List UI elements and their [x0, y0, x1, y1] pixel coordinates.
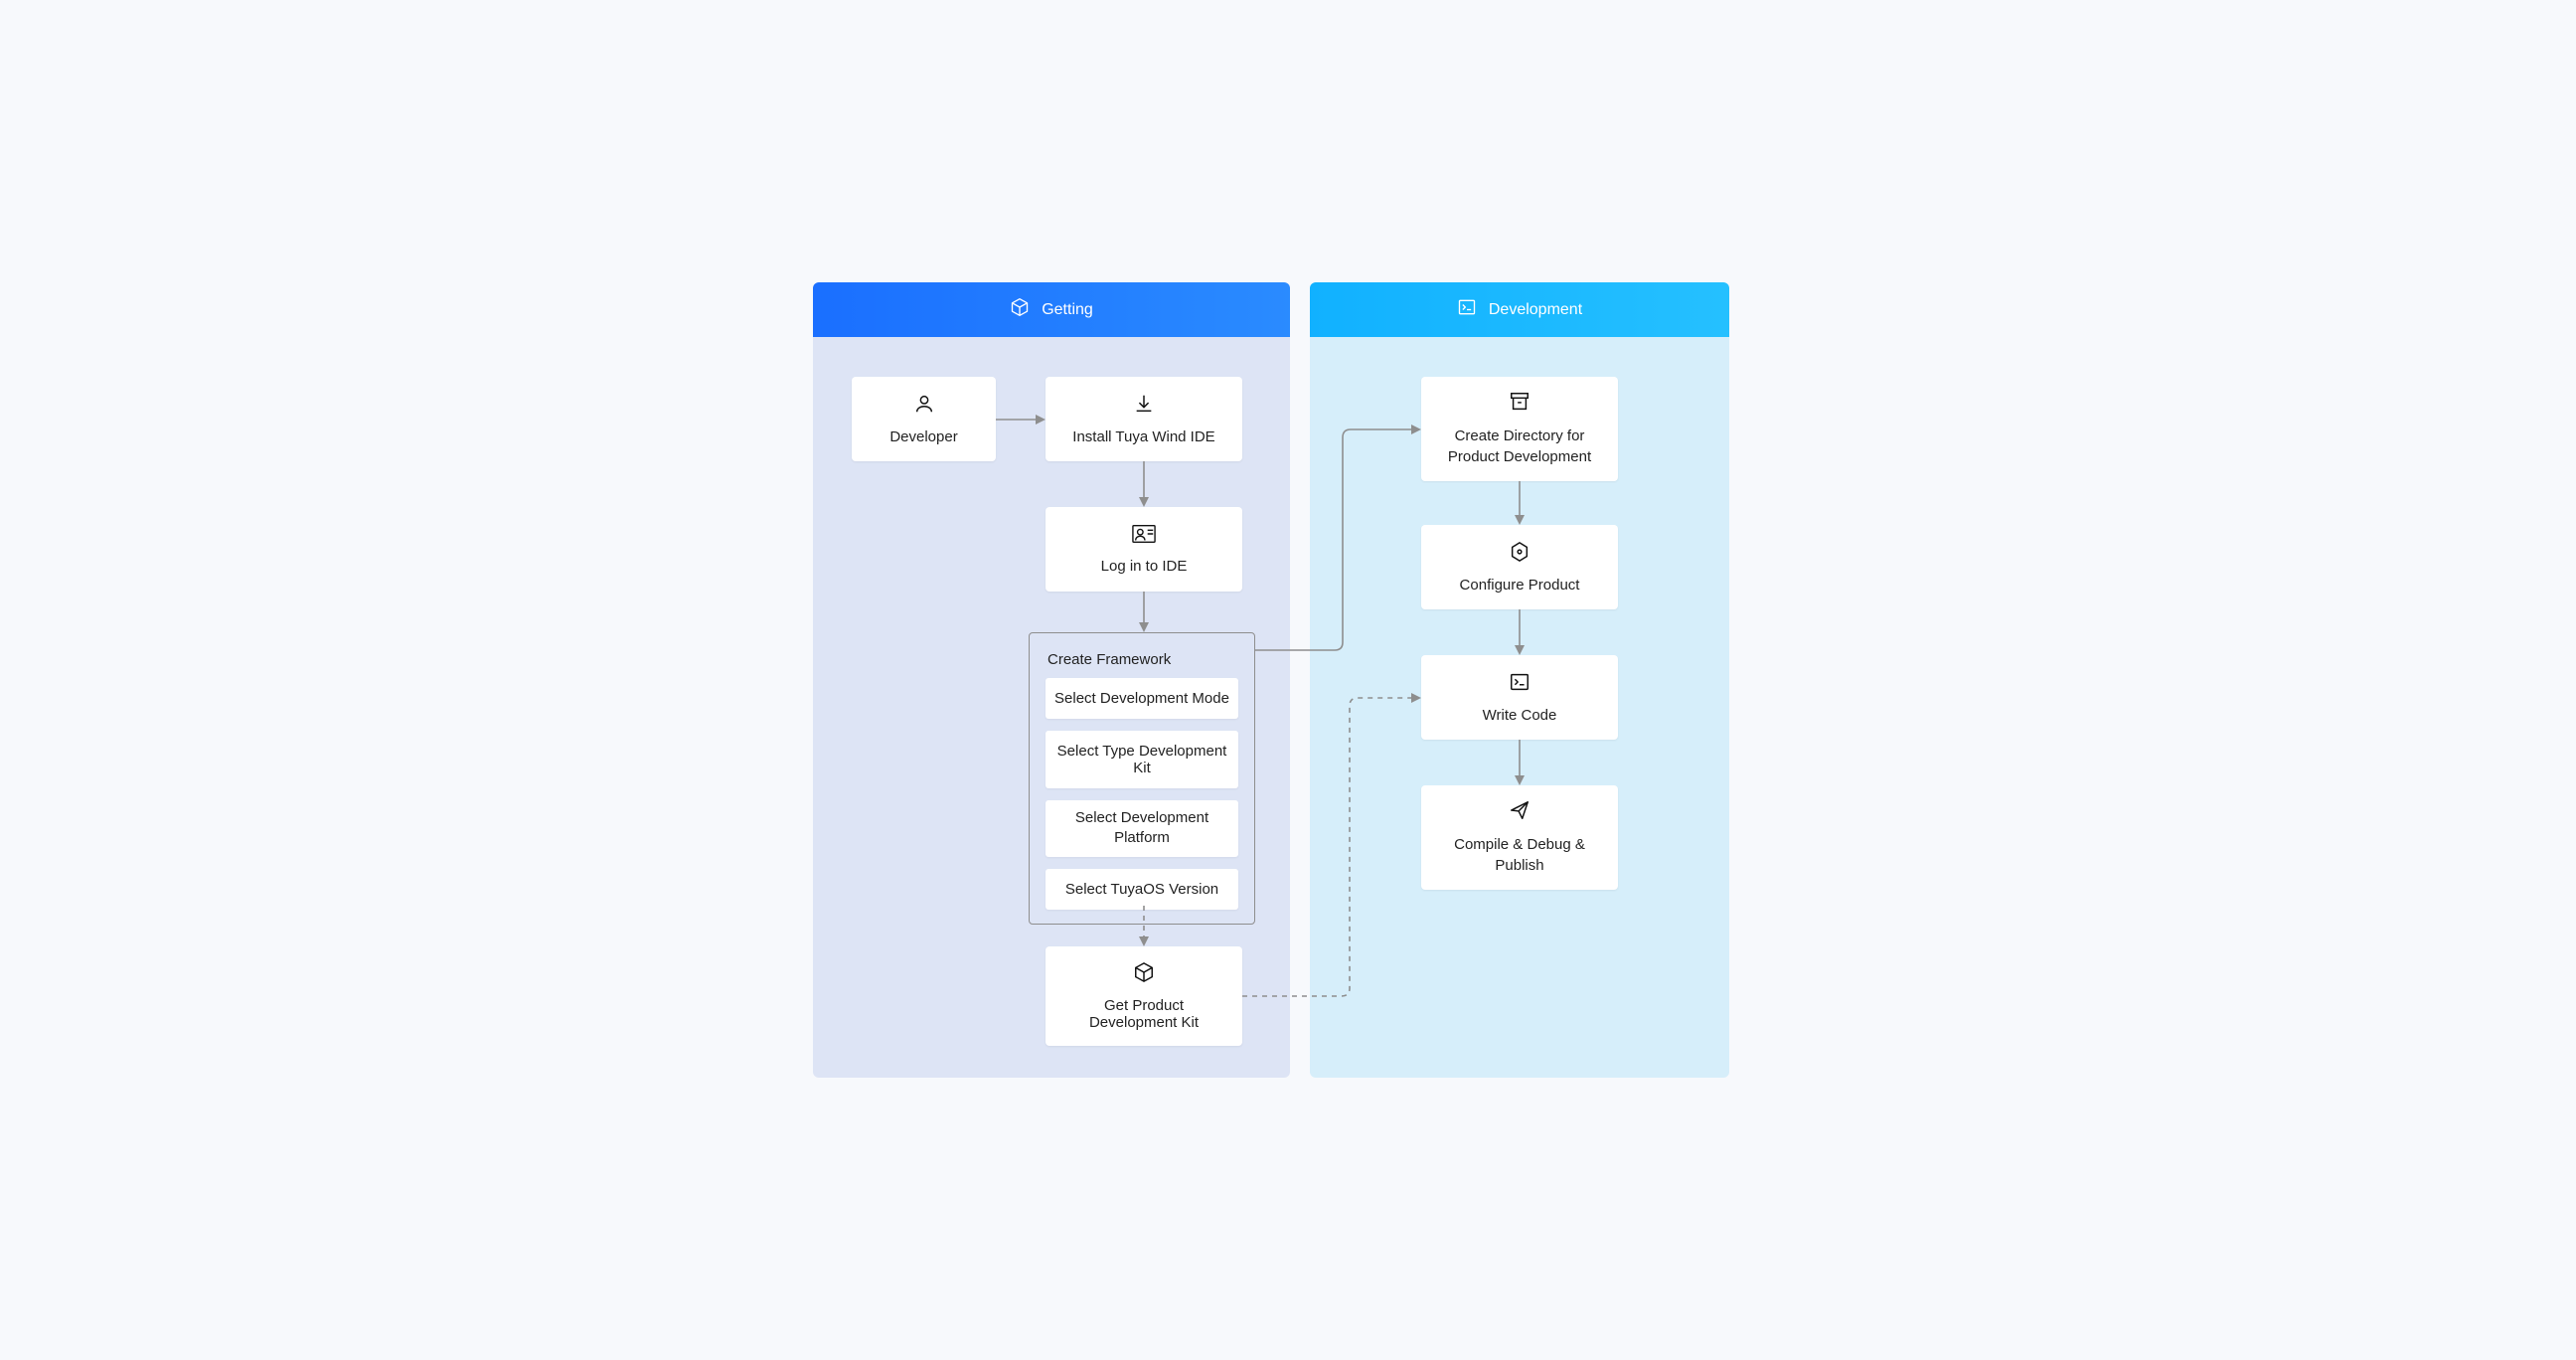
node-configure-label: Configure Product: [1460, 577, 1580, 594]
framework-item: Select TuyaOS Version: [1046, 869, 1238, 910]
framework-title: Create Framework: [1038, 645, 1246, 678]
node-install-ide-label: Install Tuya Wind IDE: [1072, 428, 1214, 445]
column-header-getting: Getting: [813, 282, 1290, 337]
node-create-framework: Create Framework Select Development Mode…: [1029, 632, 1255, 925]
node-get-kit: Get Product Development Kit: [1046, 946, 1242, 1046]
terminal-icon: [1509, 671, 1530, 697]
column-header-getting-label: Getting: [1042, 301, 1093, 319]
person-icon: [913, 393, 935, 419]
framework-item: Select Development Platform: [1046, 800, 1238, 857]
node-developer-label: Developer: [889, 428, 957, 445]
cube-outline-icon: [1010, 297, 1030, 322]
node-developer: Developer: [852, 377, 996, 461]
node-write-code: Write Code: [1421, 655, 1618, 740]
framework-item: Select Development Mode: [1046, 678, 1238, 719]
terminal-outline-icon: [1457, 297, 1477, 322]
node-create-dir-label: Create Directory for Product Development: [1435, 426, 1604, 467]
node-compile-label: Compile & Debug & Publish: [1445, 835, 1594, 876]
column-header-development: Development: [1310, 282, 1729, 337]
archive-icon: [1509, 391, 1530, 417]
column-header-development-label: Development: [1489, 301, 1582, 319]
node-write-code-label: Write Code: [1483, 707, 1557, 724]
framework-item: Select Type Development Kit: [1046, 731, 1238, 788]
hexagon-icon: [1509, 541, 1530, 567]
node-get-kit-label: Get Product Development Kit: [1064, 997, 1223, 1031]
node-create-dir: Create Directory for Product Development: [1421, 377, 1618, 481]
paper-plane-icon: [1509, 799, 1530, 825]
node-login-ide-label: Log in to IDE: [1101, 558, 1188, 575]
cube-icon: [1133, 961, 1155, 987]
node-install-ide: Install Tuya Wind IDE: [1046, 377, 1242, 461]
node-configure: Configure Product: [1421, 525, 1618, 609]
node-login-ide: Log in to IDE: [1046, 507, 1242, 592]
node-compile: Compile & Debug & Publish: [1421, 785, 1618, 890]
download-icon: [1133, 393, 1155, 419]
idcard-icon: [1132, 524, 1156, 548]
flowchart-canvas: Getting Development Developer Install Tu…: [533, 282, 2043, 1078]
